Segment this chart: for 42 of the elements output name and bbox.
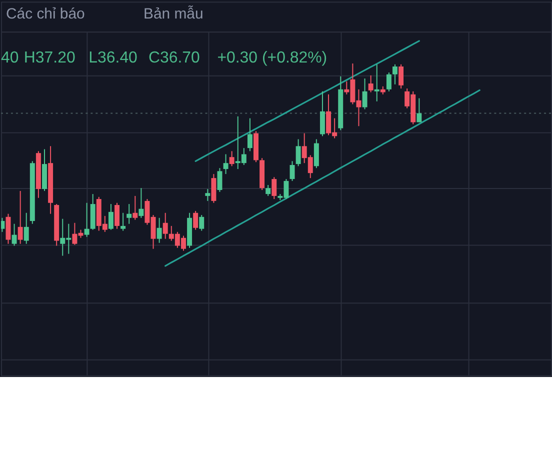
annotation: +0.30 (+0.82%) [217, 49, 328, 66]
annotation: 40 [0, 49, 19, 66]
text: Các chỉ báo [6, 6, 85, 23]
annotation: C36.70 [148, 49, 200, 66]
candlestick [126, 204, 132, 224]
candlestick [368, 74, 374, 93]
candlestick [211, 174, 216, 204]
candlestick [84, 202, 90, 238]
candlestick [386, 72, 392, 92]
candlestick [314, 138, 319, 169]
candlestick [193, 210, 198, 230]
candlestick [290, 160, 295, 182]
candlestick [24, 212, 29, 244]
candlestick [398, 64, 404, 89]
candlestick [229, 150, 234, 167]
candlestick [156, 217, 162, 244]
annotation: H37.20 [24, 49, 76, 66]
candlestick [392, 64, 398, 85]
candlestick [162, 212, 168, 240]
candlestick [132, 195, 138, 220]
candlestick [266, 184, 271, 196]
candlestick [138, 188, 144, 218]
candlestick [0, 217, 5, 232]
candlestick [18, 190, 23, 244]
candlestick [12, 223, 17, 246]
candlestick [416, 98, 422, 123]
candlestick [247, 118, 252, 152]
candlestick [217, 168, 222, 192]
candlestick [205, 188, 210, 202]
candlestick [114, 202, 120, 230]
candlestick [320, 90, 325, 137]
candlestick [108, 204, 114, 230]
candlestick [120, 212, 126, 232]
candlestick [272, 176, 277, 200]
annotation: L36.40 [88, 49, 138, 66]
candlestick [374, 64, 380, 102]
candlestick [223, 154, 228, 175]
candlestick [296, 138, 301, 167]
candlestick [362, 78, 368, 110]
text: Bản mẫu [143, 6, 204, 23]
candlestick [6, 213, 11, 244]
candlestick [199, 214, 204, 232]
